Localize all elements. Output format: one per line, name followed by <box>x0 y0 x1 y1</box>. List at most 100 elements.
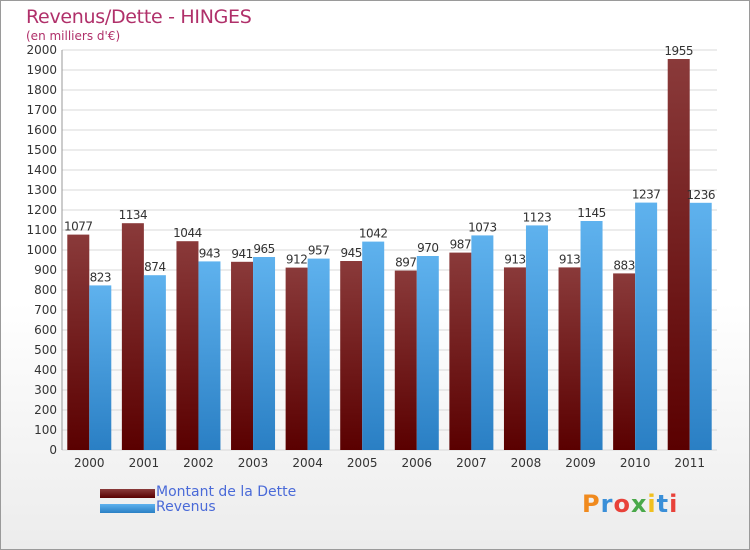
proxiti-logo: Proxiti <box>582 490 678 518</box>
bar-debt-2001 <box>121 223 144 450</box>
data-label-debt-2011: 1955 <box>664 44 693 58</box>
bar-debt-2000 <box>67 234 90 450</box>
logo-letter: i <box>669 490 679 518</box>
bar-revenue-2007 <box>471 235 494 450</box>
data-label-revenue-2002: 943 <box>199 246 220 260</box>
legend-swatch-revenue <box>100 504 155 513</box>
data-label-revenue-2000: 823 <box>90 270 111 284</box>
bar-debt-2007 <box>449 252 472 450</box>
x-tick-label-2009: 2009 <box>565 456 596 470</box>
logo-letter: r <box>600 490 614 518</box>
grid-lines <box>61 49 717 451</box>
y-tick-label: 500 <box>34 343 57 357</box>
y-tick-label: 200 <box>34 403 57 417</box>
x-tick-label-2008: 2008 <box>511 456 542 470</box>
x-tick-label-2004: 2004 <box>292 456 323 470</box>
logo-letter: P <box>582 490 601 518</box>
bar-debt-2008 <box>503 267 526 450</box>
x-tick-label-2002: 2002 <box>183 456 214 470</box>
y-tick-label: 600 <box>34 323 57 337</box>
bar-debt-2006 <box>394 270 417 450</box>
bar-debt-2009 <box>558 267 581 450</box>
logo-letter: o <box>613 490 631 518</box>
chart-subtitle: (en milliers d'€) <box>26 29 121 43</box>
y-tick-label: 2000 <box>26 43 57 57</box>
data-label-debt-2009: 913 <box>559 252 580 266</box>
data-label-debt-2000: 1077 <box>64 220 93 234</box>
logo-letter: x <box>630 490 648 518</box>
bar-revenue-2010 <box>635 202 658 450</box>
y-tick-label: 800 <box>34 283 57 297</box>
x-tick-label-2005: 2005 <box>347 456 378 470</box>
legend-label-debt: Montant de la Dette <box>156 484 297 500</box>
y-tick-label: 1300 <box>26 183 57 197</box>
bar-revenue-2000 <box>89 285 112 450</box>
y-axis-ticks: 0 100 200 300 400 500 600 700 800 900 1000 1100 1200… <box>26 43 57 457</box>
data-label-revenue-2007: 1073 <box>468 220 497 234</box>
bar-debt-2005 <box>340 261 363 450</box>
bar-revenue-2004 <box>307 258 330 450</box>
bar-debt-2010 <box>613 273 636 450</box>
x-tick-label-2010: 2010 <box>620 456 651 470</box>
data-label-revenue-2010: 1237 <box>632 188 661 202</box>
y-tick-label: 0 <box>49 443 57 457</box>
data-label-revenue-2003: 965 <box>253 242 274 256</box>
y-tick-label: 400 <box>34 363 57 377</box>
data-label-revenue-2011: 1236 <box>686 188 715 202</box>
logo-letter: i <box>647 490 657 518</box>
bar-revenue-2006 <box>416 256 439 450</box>
bar-revenue-2011 <box>689 202 712 450</box>
data-label-debt-2003: 941 <box>231 247 252 261</box>
bar-debt-2002 <box>176 241 199 450</box>
logo-letter: t <box>656 490 670 518</box>
bar-revenue-2002 <box>198 261 221 450</box>
y-tick-label: 1700 <box>26 103 57 117</box>
y-tick-label: 1000 <box>26 243 57 257</box>
x-tick-label-2006: 2006 <box>402 456 433 470</box>
y-tick-label: 100 <box>34 423 57 437</box>
bars <box>67 59 712 450</box>
y-tick-label: 300 <box>34 383 57 397</box>
legend-swatch-debt <box>100 489 155 498</box>
chart-title: Revenus/Dette - HINGES <box>26 6 252 28</box>
x-tick-label-2011: 2011 <box>674 456 705 470</box>
data-label-revenue-2004: 957 <box>308 244 329 258</box>
bar-revenue-2001 <box>143 275 166 450</box>
x-tick-label-2007: 2007 <box>456 456 487 470</box>
data-label-debt-2006: 897 <box>395 256 416 270</box>
bar-debt-2004 <box>285 267 308 450</box>
bar-revenue-2003 <box>253 257 276 450</box>
bar-revenue-2009 <box>580 221 603 450</box>
y-tick-label: 1200 <box>26 203 57 217</box>
x-tick-label-2000: 2000 <box>74 456 105 470</box>
y-tick-label: 900 <box>34 263 57 277</box>
data-label-revenue-2006: 970 <box>417 241 438 255</box>
legend-label-revenue: Revenus <box>156 499 216 515</box>
data-label-debt-2004: 912 <box>286 253 307 267</box>
data-label-revenue-2008: 1123 <box>523 210 552 224</box>
data-label-debt-2002: 1044 <box>173 226 202 240</box>
bar-revenue-2008 <box>525 225 548 450</box>
x-tick-label-2001: 2001 <box>129 456 160 470</box>
x-tick-label-2003: 2003 <box>238 456 269 470</box>
y-tick-label: 1800 <box>26 83 57 97</box>
data-label-revenue-2005: 1042 <box>359 227 388 241</box>
data-label-debt-2010: 883 <box>613 258 634 272</box>
data-label-revenue-2009: 1145 <box>577 206 606 220</box>
data-label-revenue-2001: 874 <box>144 260 165 274</box>
x-axis-ticks: 2000 2001 2002 2003 2004 2005 2006 2007 2008 2009… <box>74 456 705 470</box>
data-label-debt-2005: 945 <box>341 246 362 260</box>
y-tick-label: 700 <box>34 303 57 317</box>
y-tick-label: 1400 <box>26 163 57 177</box>
bar-revenue-2005 <box>362 241 385 450</box>
data-label-debt-2008: 913 <box>504 252 525 266</box>
y-tick-label: 1100 <box>26 223 57 237</box>
y-tick-label: 1500 <box>26 143 57 157</box>
y-tick-label: 1600 <box>26 123 57 137</box>
bar-debt-2011 <box>667 59 690 450</box>
bar-debt-2003 <box>231 261 254 450</box>
data-label-debt-2001: 1134 <box>119 208 148 222</box>
y-tick-label: 1900 <box>26 63 57 77</box>
